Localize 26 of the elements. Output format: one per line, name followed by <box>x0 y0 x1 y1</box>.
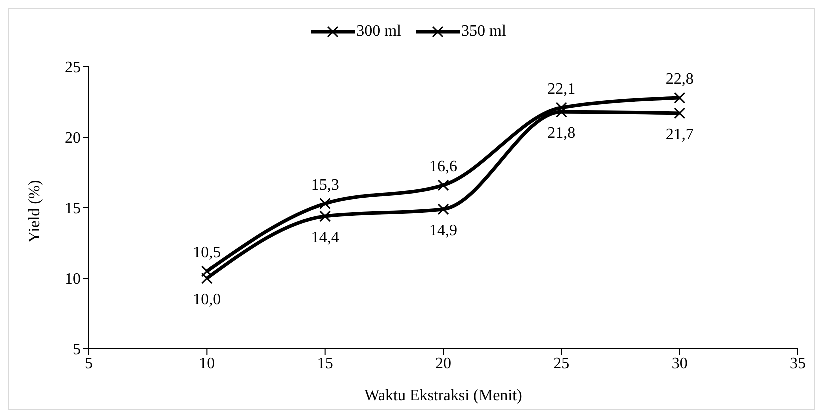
x-tick-label: 30 <box>672 355 688 372</box>
data-label: 16,6 <box>430 158 458 176</box>
x-tick-label: 10 <box>199 355 216 372</box>
y-tick-label: 15 <box>65 200 81 218</box>
y-tick-label: 25 <box>65 60 81 77</box>
legend-label: 350 ml <box>462 23 506 41</box>
y-tick-label: 10 <box>65 271 81 288</box>
legend-label: 300 ml <box>356 23 402 41</box>
data-label: 10,0 <box>193 292 222 308</box>
x-tick-label: 20 <box>436 355 452 372</box>
x-tick-label: 25 <box>554 355 570 372</box>
data-label: 14,4 <box>311 229 340 246</box>
y-tick-label: 5 <box>73 342 81 359</box>
x-axis-title: Waktu Ekstraksi (Menit) <box>364 387 522 404</box>
x-tick-label: 5 <box>85 355 93 372</box>
x-tick-label: 35 <box>790 355 806 372</box>
data-label: 14,9 <box>430 222 458 240</box>
y-axis-title: Yield (%) <box>26 180 44 243</box>
x-tick-label: 15 <box>317 355 334 372</box>
data-label: 21,8 <box>548 125 576 142</box>
data-label: 10,5 <box>193 244 222 262</box>
data-label: 22,1 <box>548 80 576 98</box>
data-label: 21,7 <box>666 126 694 144</box>
data-label: 15,3 <box>311 176 340 194</box>
data-label: 22,8 <box>666 71 694 88</box>
y-tick-label: 20 <box>65 130 81 148</box>
